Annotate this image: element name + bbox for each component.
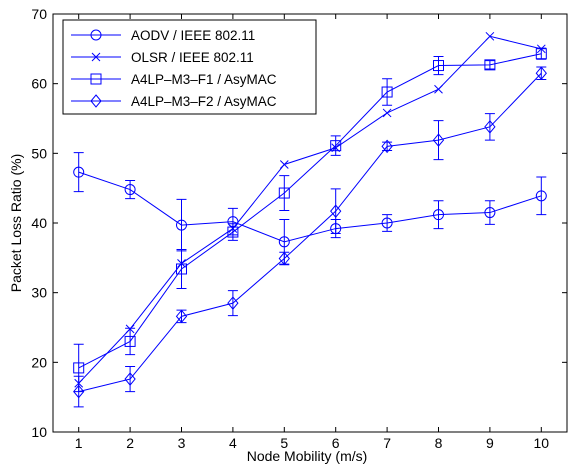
error-bar xyxy=(382,78,393,106)
error-bar xyxy=(330,135,341,156)
data-point xyxy=(124,184,136,196)
data-point xyxy=(535,66,547,80)
axis-ticks: 1 2 3 4 5 6 7 8 9 10 10 20 30 40 50 60 70 xyxy=(31,6,567,451)
error-bar xyxy=(227,290,238,317)
y-tick-label: 10 xyxy=(31,424,47,440)
data-point xyxy=(381,86,393,98)
error-bar xyxy=(484,113,495,141)
data-point xyxy=(330,140,342,152)
y-tick-label: 40 xyxy=(31,215,47,231)
data-point xyxy=(73,362,85,374)
legend-label: A4LP–M3–F1 / AsyMAC xyxy=(131,72,277,87)
legend-box xyxy=(62,19,317,115)
data-point xyxy=(434,84,443,94)
data-point xyxy=(278,187,290,199)
legend-item: A4LP–M3–F1 / AsyMAC xyxy=(71,72,277,87)
data-point xyxy=(432,133,445,147)
legend-item: OLSR / IEEE 802.11 xyxy=(71,50,254,65)
x-tick-label: 6 xyxy=(332,435,340,451)
error-bar xyxy=(433,55,444,76)
series-line xyxy=(78,72,542,393)
error-bar xyxy=(536,47,547,60)
error-bar xyxy=(125,180,136,200)
legend: AODV / IEEE 802.11 OLSR / IEEE 802.11 A4LP… xyxy=(62,19,317,115)
error-bar xyxy=(279,175,290,211)
error-bar xyxy=(176,248,187,289)
x-tick-label: 1 xyxy=(75,435,83,451)
error-bar xyxy=(382,214,393,232)
x-tick-label: 2 xyxy=(126,435,134,451)
data-point xyxy=(176,219,187,231)
error-bar xyxy=(536,176,547,216)
y-tick-label: 70 xyxy=(31,6,47,22)
x-tick-label: 4 xyxy=(229,435,237,451)
data-point xyxy=(484,120,496,134)
series-line xyxy=(78,35,542,384)
x-tick-label: 5 xyxy=(280,435,288,451)
x-tick-label: 8 xyxy=(435,435,443,451)
error-bar xyxy=(125,327,136,356)
data-point xyxy=(90,29,102,41)
legend-label: A4LP–M3–F2 / AsyMAC xyxy=(131,94,277,109)
x-tick-label: 3 xyxy=(178,435,186,451)
data-point xyxy=(124,335,136,347)
error-bar xyxy=(484,200,495,225)
legend-item: A4LP–M3–F2 / AsyMAC xyxy=(71,94,277,109)
y-tick-label: 50 xyxy=(31,145,47,161)
legend-label: OLSR / IEEE 802.11 xyxy=(131,50,254,65)
data-point xyxy=(433,209,444,221)
data-point xyxy=(330,204,342,218)
data-point xyxy=(175,309,188,324)
data-point xyxy=(278,236,290,248)
data-point xyxy=(278,251,290,266)
y-tick-label: 30 xyxy=(31,285,47,301)
data-point xyxy=(381,217,393,229)
data-point xyxy=(176,263,187,275)
data-point xyxy=(279,160,289,169)
series-square xyxy=(73,47,547,393)
data-point xyxy=(535,190,547,202)
data-point xyxy=(227,296,239,310)
error-bar xyxy=(227,223,238,241)
data-point xyxy=(73,166,85,178)
x-axis-label: Node Mobility (m/s) xyxy=(247,448,368,464)
data-point xyxy=(484,59,496,71)
error-bar xyxy=(484,60,495,70)
data-point xyxy=(73,384,85,399)
series-layer xyxy=(73,31,547,408)
data-point xyxy=(485,31,495,41)
x-tick-label: 10 xyxy=(534,435,550,451)
data-point xyxy=(382,108,392,118)
error-bar xyxy=(73,152,84,193)
error-bar xyxy=(73,375,84,408)
x-tick-label: 7 xyxy=(383,435,391,451)
error-bar xyxy=(125,366,136,393)
data-point xyxy=(90,73,102,85)
data-point xyxy=(124,372,136,386)
error-bar xyxy=(433,200,444,230)
error-bar xyxy=(330,188,341,234)
legend-label: AODV / IEEE 802.11 xyxy=(131,28,255,43)
y-tick-label: 60 xyxy=(31,76,47,92)
error-bar xyxy=(433,120,444,161)
series-line xyxy=(78,53,542,369)
data-point xyxy=(433,60,444,72)
y-tick-label: 20 xyxy=(31,354,47,370)
data-point xyxy=(535,48,547,60)
data-point xyxy=(381,139,393,154)
data-point xyxy=(227,226,239,238)
data-point xyxy=(91,52,101,62)
y-axis-label: Packet Loss Ratio (%) xyxy=(8,154,24,293)
legend-item: AODV / IEEE 802.11 xyxy=(71,28,255,43)
x-tick-label: 9 xyxy=(486,435,494,451)
data-point xyxy=(484,207,496,219)
data-point xyxy=(90,94,102,108)
error-bar xyxy=(382,141,393,152)
series-diamond xyxy=(73,66,547,408)
